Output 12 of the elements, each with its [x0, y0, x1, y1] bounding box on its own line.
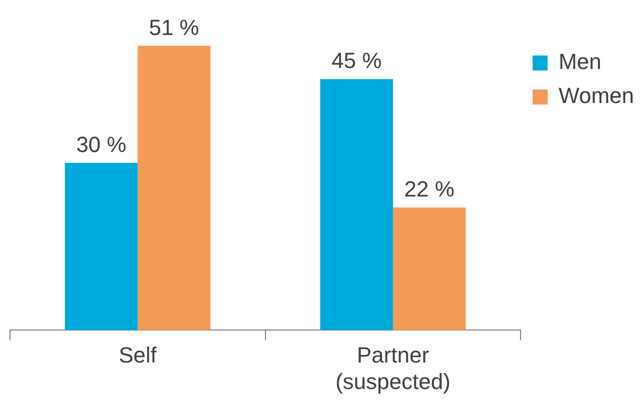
- data-label: 22 %: [404, 176, 454, 202]
- bar: [320, 79, 393, 330]
- legend-label: Men: [558, 49, 602, 74]
- legend-label: Women: [558, 83, 634, 108]
- bar: [138, 46, 210, 330]
- bar: [392, 207, 466, 330]
- data-label: 51 %: [148, 14, 200, 40]
- data-label: 45 %: [331, 48, 382, 74]
- x-tick-label: Partner (suspected): [335, 342, 450, 394]
- x-tick-label: Self: [118, 342, 158, 368]
- bar: [64, 162, 138, 330]
- data-label: 30 %: [76, 132, 126, 157]
